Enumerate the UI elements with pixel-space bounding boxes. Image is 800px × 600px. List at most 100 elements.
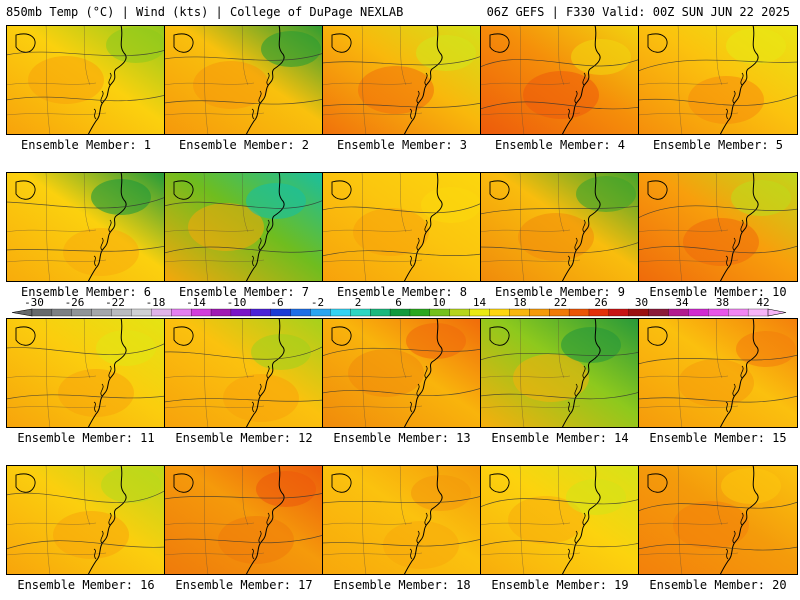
colorbar-tick-label: -22 <box>105 296 125 309</box>
ensemble-panel-19: Ensemble Member: 19 <box>480 465 640 596</box>
colorbar-tick-label: 2 <box>355 296 362 309</box>
ensemble-member-label: Ensemble Member: 9 <box>494 285 626 299</box>
colorbar-right-arrow <box>767 308 787 317</box>
colorbar-swatch <box>628 308 650 317</box>
temperature-map <box>6 318 166 428</box>
ensemble-member-label: Ensemble Member: 18 <box>333 578 471 592</box>
colorbar-swatch <box>350 308 371 317</box>
header-title: 850mb Temp (°C) | Wind (kts) | College o… <box>6 5 404 19</box>
ensemble-member-label: Ensemble Member: 15 <box>649 431 787 445</box>
colorbar-tick-label: 10 <box>432 296 445 309</box>
ensemble-member-label: Ensemble Member: 12 <box>175 431 313 445</box>
temperature-map <box>638 25 798 135</box>
ensemble-member-label: Ensemble Member: 1 <box>20 138 152 152</box>
temperature-map <box>164 465 324 575</box>
colorbar-tick-label: -2 <box>311 296 324 309</box>
colorbar-swatch <box>270 308 292 317</box>
header-run-info: 06Z GEFS | F330 Valid: 00Z SUN JUN 22 20… <box>486 5 790 19</box>
ensemble-member-label: Ensemble Member: 3 <box>336 138 468 152</box>
ensemble-panel-18: Ensemble Member: 18 <box>322 465 482 596</box>
ensemble-panel-2: Ensemble Member: 2 <box>164 25 324 156</box>
ensemble-panel-16: Ensemble Member: 16 <box>6 465 166 596</box>
colorbar-swatch <box>509 308 530 317</box>
colorbar-tick-label: -14 <box>186 296 206 309</box>
temperature-map <box>164 172 324 282</box>
colorbar-tick-label: -6 <box>270 296 283 309</box>
temperature-map <box>638 172 798 282</box>
temperature-map <box>322 172 482 282</box>
temperature-map <box>480 172 640 282</box>
ensemble-panel-1: Ensemble Member: 1 <box>6 25 166 156</box>
ensemble-member-label: Ensemble Member: 4 <box>494 138 626 152</box>
temperature-map <box>480 318 640 428</box>
colorbar-swatch <box>230 308 252 317</box>
ensemble-panel-4: Ensemble Member: 4 <box>480 25 640 156</box>
ensemble-panel-13: Ensemble Member: 13 <box>322 318 482 449</box>
colorbar-swatch <box>91 308 113 317</box>
colorbar-tick-label: -10 <box>227 296 247 309</box>
temperature-map <box>6 172 166 282</box>
colorbar-left-arrow <box>11 308 33 317</box>
colorbar-swatch <box>389 308 411 317</box>
temperature-map <box>480 25 640 135</box>
colorbar-swatch <box>728 308 749 317</box>
colorbar-tick-label: -26 <box>65 296 85 309</box>
colorbar-swatch <box>31 308 53 317</box>
ensemble-member-label: Ensemble Member: 8 <box>336 285 468 299</box>
colorbar-swatch <box>171 308 192 317</box>
colorbar-swatch <box>51 308 73 317</box>
ensemble-panel-12: Ensemble Member: 12 <box>164 318 324 449</box>
colorbar-tick-label: 34 <box>675 296 689 309</box>
colorbar-swatch <box>708 308 729 317</box>
colorbar-swatch <box>190 308 212 317</box>
colorbar-tick-label: -30 <box>24 296 44 309</box>
colorbar-swatch <box>668 308 689 317</box>
colorbar-swatch <box>489 308 510 317</box>
ensemble-panel-20: Ensemble Member: 20 <box>638 465 798 596</box>
ensemble-panel-7: Ensemble Member: 7 <box>164 172 324 303</box>
colorbar-swatch <box>429 308 451 317</box>
temperature-map <box>322 318 482 428</box>
colorbar-swatch <box>449 308 471 317</box>
temperature-colorbar: -30 -26 -22 -18 -14 -10 -6 -2 2 6 10 14 18 22 26 30 34 38… <box>11 296 787 317</box>
temperature-map <box>322 465 482 575</box>
temperature-map <box>6 25 166 135</box>
colorbar-swatch <box>210 308 232 317</box>
ensemble-panel-17: Ensemble Member: 17 <box>164 465 324 596</box>
temperature-map <box>480 465 640 575</box>
colorbar-swatch <box>111 308 132 317</box>
ensemble-panel-3: Ensemble Member: 3 <box>322 25 482 156</box>
ensemble-panel-9: Ensemble Member: 9 <box>480 172 640 303</box>
colorbar-tick-label: 42 <box>756 296 769 309</box>
ensemble-member-label: Ensemble Member: 17 <box>175 578 313 592</box>
temperature-map <box>164 25 324 135</box>
temperature-map <box>164 318 324 428</box>
colorbar-swatch <box>290 308 311 317</box>
colorbar-swatch <box>409 308 431 317</box>
ensemble-member-label: Ensemble Member: 2 <box>178 138 310 152</box>
colorbar-swatch <box>608 308 630 317</box>
ensemble-member-label: Ensemble Member: 7 <box>178 285 310 299</box>
temperature-map <box>638 465 798 575</box>
ensemble-panel-11: Ensemble Member: 11 <box>6 318 166 449</box>
colorbar-tick-label: 26 <box>594 296 607 309</box>
colorbar-swatch <box>688 308 709 317</box>
ensemble-panel-15: Ensemble Member: 15 <box>638 318 798 449</box>
temperature-map <box>638 318 798 428</box>
colorbar-tick-label: 6 <box>395 296 402 309</box>
ensemble-panel-8: Ensemble Member: 8 <box>322 172 482 303</box>
colorbar-tick-label: 14 <box>473 296 487 309</box>
ensemble-panel-5: Ensemble Member: 5 <box>638 25 798 156</box>
ensemble-member-label: Ensemble Member: 6 <box>20 285 152 299</box>
colorbar-swatch <box>131 308 152 317</box>
ensemble-member-label: Ensemble Member: 14 <box>491 431 629 445</box>
colorbar-swatch <box>330 308 351 317</box>
ensemble-member-label: Ensemble Member: 16 <box>17 578 155 592</box>
ensemble-panel-10: Ensemble Member: 10 <box>638 172 798 303</box>
temperature-map <box>6 465 166 575</box>
colorbar-swatch <box>250 308 272 317</box>
colorbar-swatch <box>588 308 610 317</box>
colorbar-swatch <box>549 308 570 317</box>
colorbar-swatch <box>71 308 93 317</box>
ensemble-panel-6: Ensemble Member: 6 <box>6 172 166 303</box>
